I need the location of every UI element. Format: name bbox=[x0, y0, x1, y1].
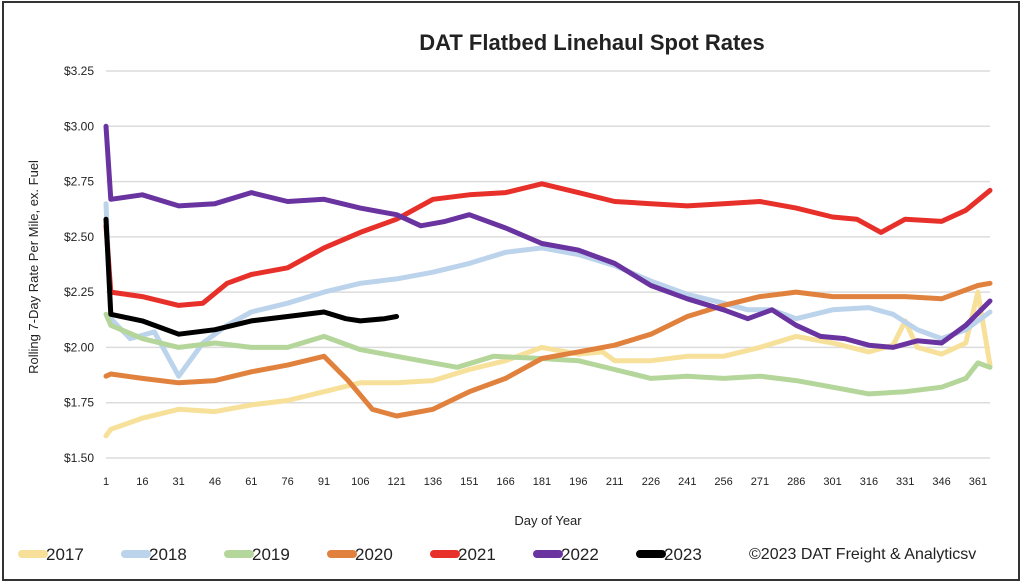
y-tick-label: $2.50 bbox=[64, 230, 94, 244]
series-line-2019 bbox=[103, 311, 993, 397]
x-tick-label: 46 bbox=[209, 476, 221, 488]
y-tick-label: $2.75 bbox=[64, 175, 94, 189]
legend-label-2021: 2021 bbox=[458, 545, 496, 564]
x-tick-label: 346 bbox=[932, 476, 950, 488]
x-tick-label: 256 bbox=[714, 476, 732, 488]
series-line-2020 bbox=[103, 280, 993, 419]
x-tick-label: 76 bbox=[282, 476, 294, 488]
x-tick-label: 61 bbox=[245, 476, 257, 488]
legend-label-2019: 2019 bbox=[252, 545, 290, 564]
x-tick-label: 106 bbox=[351, 476, 369, 488]
line-chart: DAT Flatbed Linehaul Spot Rates Rolling … bbox=[18, 30, 993, 564]
x-tick-label: 151 bbox=[460, 476, 478, 488]
series-line-2017 bbox=[103, 289, 993, 439]
x-tick-label: 136 bbox=[424, 476, 442, 488]
legend-label-2023: 2023 bbox=[664, 545, 702, 564]
x-tick-label: 166 bbox=[496, 476, 514, 488]
series-line-2023 bbox=[103, 216, 400, 337]
x-tick-label: 31 bbox=[173, 476, 185, 488]
legend-label-2017: 2017 bbox=[46, 545, 84, 564]
x-tick-label: 286 bbox=[787, 476, 805, 488]
legend-label-2020: 2020 bbox=[355, 545, 393, 564]
y-tick-label: $1.50 bbox=[64, 451, 94, 465]
legend-label-2018: 2018 bbox=[149, 545, 187, 564]
x-tick-label: 241 bbox=[678, 476, 696, 488]
x-tick-label: 181 bbox=[533, 476, 551, 488]
x-tick-label: 196 bbox=[569, 476, 587, 488]
series-line-2021 bbox=[103, 181, 993, 308]
chart-title: DAT Flatbed Linehaul Spot Rates bbox=[419, 30, 765, 55]
x-tick-label: 211 bbox=[606, 476, 624, 488]
x-tick-label: 91 bbox=[318, 476, 330, 488]
x-tick-label: 16 bbox=[136, 476, 148, 488]
y-axis-title: Rolling 7-Day Rate Per Mile, ex. Fuel bbox=[26, 160, 41, 374]
y-tick-label: $1.75 bbox=[64, 396, 94, 410]
legend-label-2022: 2022 bbox=[561, 545, 599, 564]
x-tick-label: 271 bbox=[751, 476, 769, 488]
x-tick-label: 331 bbox=[896, 476, 914, 488]
y-tick-label: $2.00 bbox=[64, 340, 94, 354]
series-line-2022 bbox=[103, 123, 993, 350]
copyright-note: ©2023 DAT Freight & Analyticsv bbox=[749, 546, 976, 563]
x-tick-label: 301 bbox=[823, 476, 841, 488]
x-tick-label: 121 bbox=[387, 476, 405, 488]
x-axis-title: Day of Year bbox=[514, 513, 582, 528]
x-tick-label: 361 bbox=[969, 476, 987, 488]
y-tick-label: $3.00 bbox=[64, 119, 94, 133]
y-tick-label: $2.25 bbox=[64, 285, 94, 299]
x-tick-label: 226 bbox=[642, 476, 660, 488]
x-tick-label: 316 bbox=[860, 476, 878, 488]
x-tick-label: 1 bbox=[103, 476, 109, 488]
y-tick-label: $3.25 bbox=[64, 64, 94, 78]
